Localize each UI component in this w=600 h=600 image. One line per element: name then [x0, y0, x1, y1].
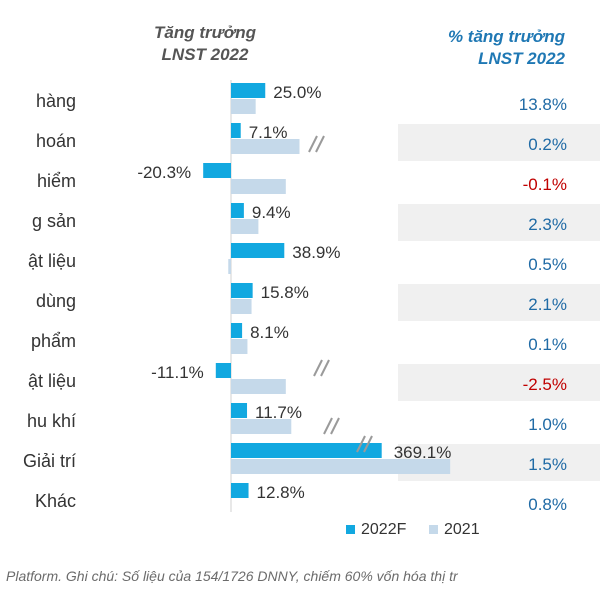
contribution-value: 2.1% — [528, 295, 567, 314]
contribution-value: -0.1% — [523, 175, 567, 194]
bar-2022f — [231, 243, 285, 258]
category-label: hàng — [36, 91, 76, 111]
axis-break-mark — [356, 435, 366, 453]
bar-2022f — [231, 83, 266, 98]
contribution-value: 1.0% — [528, 415, 567, 434]
bar-2022f — [231, 403, 248, 418]
data-label: -20.3% — [137, 163, 191, 182]
bar-2022f — [215, 363, 231, 378]
bar-2021 — [231, 219, 259, 234]
footnote: Platform. Ghi chú: Số liệu của 154/1726 … — [6, 568, 458, 584]
bar-2022f — [231, 323, 243, 338]
contribution-value: 0.5% — [528, 255, 567, 274]
legend-swatch-2021 — [429, 525, 438, 534]
legend-label-2022f: 2022F — [361, 521, 407, 538]
axis-break-mark — [313, 359, 323, 377]
axis-break-mark — [330, 417, 340, 435]
contribution-header-line1: % tăng trưởng — [447, 27, 565, 46]
data-label: 25.0% — [273, 83, 321, 102]
data-label: 11.7% — [255, 403, 302, 422]
data-label: 9.4% — [252, 203, 291, 222]
contribution-value: 0.1% — [528, 335, 567, 354]
category-label: Khác — [35, 491, 76, 511]
growth-header-line2: LNST 2022 — [161, 45, 249, 64]
row-stripe — [398, 364, 600, 401]
contribution-value: -2.5% — [523, 375, 567, 394]
data-label: 15.8% — [261, 283, 309, 302]
contribution-header-line2: LNST 2022 — [478, 49, 565, 68]
data-label: 369.1% — [394, 443, 452, 462]
contribution-value: 0.2% — [528, 135, 567, 154]
bar-2021 — [228, 259, 231, 274]
growth-header-line1: Tăng trưởng — [154, 23, 256, 42]
bar-2021 — [231, 99, 256, 114]
bar-2021 — [231, 339, 248, 354]
contribution-value: 1.5% — [528, 455, 567, 474]
bar-2021 — [231, 179, 286, 194]
category-label: g sản — [32, 211, 76, 231]
legend-label-2021: 2021 — [444, 521, 480, 538]
contribution-value: 13.8% — [519, 95, 567, 114]
bar-2022f — [231, 443, 382, 458]
category-label: phẩm — [31, 331, 76, 351]
bar-2022f — [231, 483, 249, 498]
axis-break-mark — [363, 435, 373, 453]
category-label: hiểm — [37, 171, 76, 191]
data-label: 12.8% — [257, 483, 305, 502]
bar-2021 — [231, 459, 451, 474]
data-label: 8.1% — [250, 323, 289, 342]
bar-2022f — [231, 283, 253, 298]
axis-break-mark — [320, 359, 330, 377]
contribution-value: 2.3% — [528, 215, 567, 234]
category-label: ật liệu — [28, 371, 76, 391]
row-stripe — [398, 124, 600, 161]
category-label: dùng — [36, 291, 76, 311]
data-label: -11.1% — [151, 363, 204, 382]
bar-2021 — [231, 379, 286, 394]
bar-2021 — [231, 299, 252, 314]
contribution-value: 0.8% — [528, 495, 567, 514]
legend-swatch-2022f — [346, 525, 355, 534]
axis-break-mark — [308, 135, 318, 153]
axis-break-mark — [323, 417, 333, 435]
category-label: ật liệu — [28, 251, 76, 271]
category-label: hoán — [36, 131, 76, 151]
row-stripe — [398, 284, 600, 321]
category-label: Giải trí — [23, 451, 76, 471]
contribution-header: % tăng trưởng LNST 2022 — [380, 26, 565, 70]
data-label: 38.9% — [292, 243, 340, 262]
bar-2022f — [203, 163, 231, 178]
bar-2022f — [231, 123, 241, 138]
growth-header: Tăng trưởng LNST 2022 — [120, 22, 290, 66]
bar-2022f — [231, 203, 244, 218]
bar-2021 — [231, 419, 292, 434]
row-stripe — [398, 204, 600, 241]
bar-2021 — [231, 139, 300, 154]
category-label: hu khí — [27, 411, 76, 431]
axis-break-mark — [315, 135, 325, 153]
data-label: 7.1% — [249, 123, 288, 142]
